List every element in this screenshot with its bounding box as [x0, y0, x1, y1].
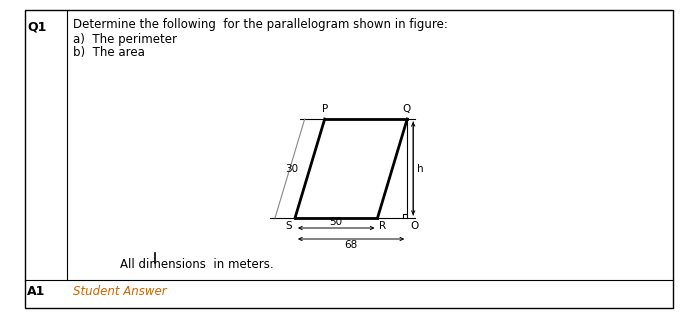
- Text: a)  The perimeter: a) The perimeter: [73, 33, 177, 46]
- Text: 30: 30: [285, 164, 298, 174]
- Text: All dimensions  in meters.: All dimensions in meters.: [120, 258, 273, 271]
- Text: 50: 50: [329, 217, 342, 227]
- Text: Determine the following  for the parallelogram shown in figure:: Determine the following for the parallel…: [73, 18, 448, 31]
- Text: P: P: [321, 104, 328, 114]
- Text: R: R: [379, 221, 386, 231]
- Text: O: O: [410, 221, 419, 231]
- Text: Student Answer: Student Answer: [73, 285, 166, 298]
- Text: 68: 68: [345, 240, 358, 250]
- Text: Q: Q: [402, 104, 410, 114]
- Text: S: S: [286, 221, 292, 231]
- Text: A1: A1: [27, 285, 45, 298]
- Text: h: h: [417, 164, 424, 174]
- Text: Q1: Q1: [27, 20, 47, 33]
- Text: b)  The area: b) The area: [73, 46, 145, 59]
